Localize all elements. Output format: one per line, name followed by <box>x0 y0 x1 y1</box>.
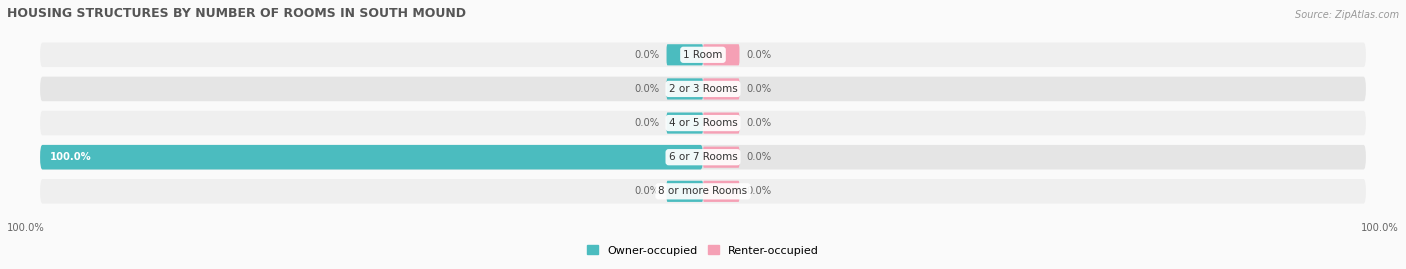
Text: 0.0%: 0.0% <box>634 118 659 128</box>
Text: 100.0%: 100.0% <box>51 152 91 162</box>
FancyBboxPatch shape <box>41 145 703 169</box>
FancyBboxPatch shape <box>666 78 703 100</box>
Text: 6 or 7 Rooms: 6 or 7 Rooms <box>669 152 737 162</box>
FancyBboxPatch shape <box>703 112 740 134</box>
Text: 8 or more Rooms: 8 or more Rooms <box>658 186 748 196</box>
Text: 0.0%: 0.0% <box>634 50 659 60</box>
Text: Source: ZipAtlas.com: Source: ZipAtlas.com <box>1295 10 1399 20</box>
Text: 0.0%: 0.0% <box>634 84 659 94</box>
Text: 0.0%: 0.0% <box>747 186 772 196</box>
Text: 0.0%: 0.0% <box>747 84 772 94</box>
FancyBboxPatch shape <box>666 181 703 202</box>
FancyBboxPatch shape <box>41 145 1365 169</box>
Text: 1 Room: 1 Room <box>683 50 723 60</box>
Text: 100.0%: 100.0% <box>7 223 45 233</box>
Legend: Owner-occupied, Renter-occupied: Owner-occupied, Renter-occupied <box>582 241 824 260</box>
FancyBboxPatch shape <box>41 111 1365 135</box>
Text: HOUSING STRUCTURES BY NUMBER OF ROOMS IN SOUTH MOUND: HOUSING STRUCTURES BY NUMBER OF ROOMS IN… <box>7 7 465 20</box>
Text: 0.0%: 0.0% <box>747 152 772 162</box>
FancyBboxPatch shape <box>703 78 740 100</box>
Text: 0.0%: 0.0% <box>634 186 659 196</box>
FancyBboxPatch shape <box>703 44 740 65</box>
FancyBboxPatch shape <box>41 179 1365 204</box>
Text: 100.0%: 100.0% <box>1361 223 1399 233</box>
FancyBboxPatch shape <box>703 181 740 202</box>
FancyBboxPatch shape <box>666 44 703 65</box>
FancyBboxPatch shape <box>41 77 1365 101</box>
FancyBboxPatch shape <box>41 43 1365 67</box>
FancyBboxPatch shape <box>703 147 740 168</box>
Text: 0.0%: 0.0% <box>747 118 772 128</box>
Text: 0.0%: 0.0% <box>747 50 772 60</box>
FancyBboxPatch shape <box>666 112 703 134</box>
Text: 2 or 3 Rooms: 2 or 3 Rooms <box>669 84 737 94</box>
Text: 4 or 5 Rooms: 4 or 5 Rooms <box>669 118 737 128</box>
